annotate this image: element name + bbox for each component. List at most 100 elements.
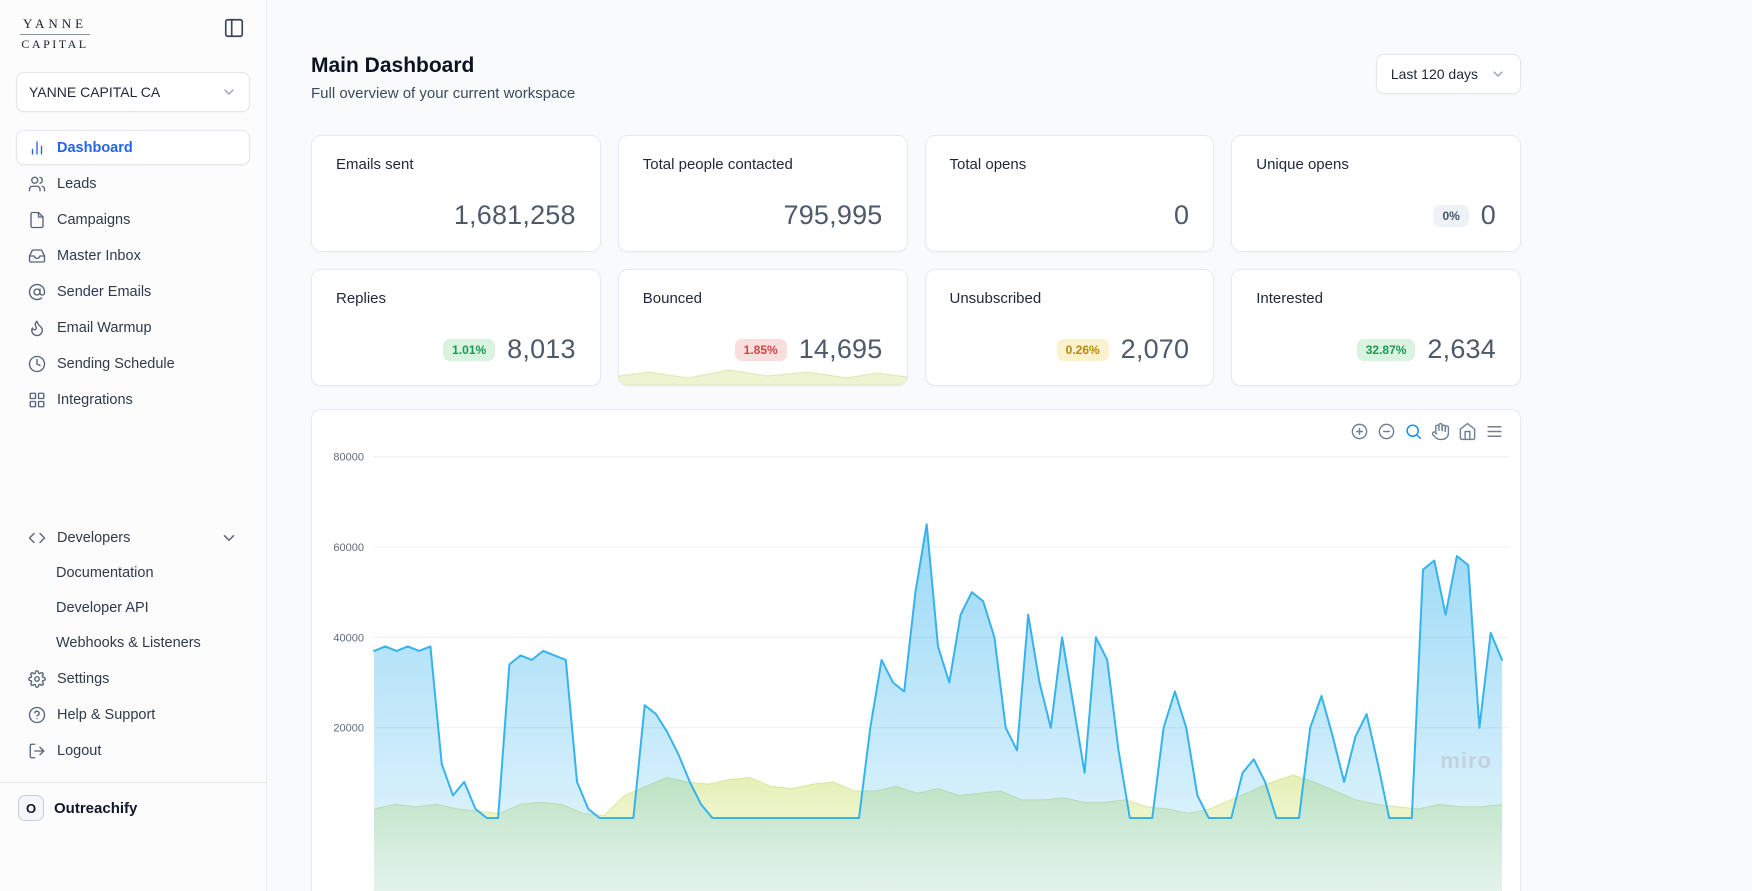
brand-line1: YANNE [20,16,91,35]
chevron-down-icon [1490,66,1506,82]
sidebar-subitem-documentation[interactable]: Documentation [56,565,154,581]
sidebar-item-label: Developers [57,529,131,546]
warmup-icon [28,319,46,337]
selection-zoom-icon [1406,424,1421,439]
sidebar-subitem-developer-api[interactable]: Developer API [56,600,149,616]
svg-text:20000: 20000 [333,723,364,735]
page-title: Main Dashboard [311,54,475,77]
stat-value: 0 [1174,200,1190,230]
stat-card-unique-opens: Unique opens 0% 0 [1231,135,1521,252]
date-range-selector[interactable]: Last 120 days [1375,54,1521,94]
sidebar-item-leads[interactable]: Leads [16,166,250,201]
integrations-icon [28,391,46,409]
sidebar-item-integrations[interactable]: Integrations [16,382,250,417]
menu-icon [1487,426,1502,437]
sidebar-item-sender-emails[interactable]: Sender Emails [16,274,250,309]
dashboard-chart[interactable]: 20000 40000 60000 80000 [324,429,1508,891]
sidebar-item-label: Email Warmup [57,319,152,336]
sidebar-collapse-button[interactable] [222,16,246,40]
stat-badge: 0.26% [1056,338,1109,361]
settings-icon [28,669,46,688]
stat-badge: 32.87% [1356,338,1416,361]
sidebar-item-campaigns[interactable]: Campaigns [16,202,250,237]
sidebar-item-label: Campaigns [57,211,131,228]
campaigns-icon [28,211,46,229]
chart-tool-selection-zoom-button[interactable] [1404,422,1423,441]
stat-card-emails-sent: Emails sent 1,681,258 [311,135,601,252]
watermark: miro [1440,748,1492,773]
dashboard-icon [28,139,46,157]
stat-label: Total people contacted [642,156,793,173]
page-subtitle: Full overview of your current workspace [311,85,576,102]
zoom-out-icon [1378,423,1395,440]
sidebar-spacer [16,417,250,502]
sidebar-item-developers[interactable]: Developers [16,520,250,555]
sidebar-item-label: Help & Support [57,706,156,723]
workspace-name: YANNE CAPITAL CA [29,84,161,100]
home-icon [1459,422,1476,441]
pan-icon [1431,422,1450,441]
sidebar-item-label: Leads [57,175,97,192]
workspace-selector[interactable]: YANNE CAPITAL CA [16,72,250,112]
sidebar-item-help-support[interactable]: Help & Support [16,697,250,732]
sidebar-item-settings[interactable]: Settings [16,661,250,696]
leads-icon [28,175,46,193]
sidebar-item-label: Settings [57,670,110,687]
stat-badge: 0% [1433,204,1469,227]
sidebar-item-label: Sender Emails [57,283,152,300]
stat-card-replies: Replies 1.01% 8,013 [311,269,601,386]
help-icon [28,706,46,724]
sidebar-item-dashboard[interactable]: Dashboard [16,130,250,165]
sidebar-item-label: Dashboard [57,139,133,156]
sidebar-item-master-inbox[interactable]: Master Inbox [16,238,250,273]
svg-text:80000: 80000 [333,452,364,464]
at-sign-icon [28,283,46,301]
chevron-down-icon [220,529,238,547]
account-row[interactable]: O Outreachify [0,782,266,891]
main-area: Main Dashboard Full overview of your cur… [267,0,1752,891]
main-content: Main Dashboard Full overview of your cur… [311,54,1521,891]
stat-label: Unsubscribed [949,290,1042,307]
stat-value: 0 [1480,200,1496,230]
sidebar-item-label: Integrations [57,391,133,408]
stat-card-interested: Interested 32.87% 2,634 [1231,269,1521,386]
chart-tool-home-button[interactable] [1458,422,1477,441]
panel-left-icon [224,18,244,38]
stat-label: Interested [1256,290,1323,307]
sidebar-item-sending-schedule[interactable]: Sending Schedule [16,346,250,381]
stat-card-total-people-contacted: Total people contacted 795,995 [617,135,908,252]
zoom-in-icon [1351,423,1368,440]
account-name: Outreachify [54,799,138,817]
svg-text:40000: 40000 [333,632,364,644]
chart-tool-zoom-in-button[interactable] [1350,422,1369,441]
stat-value: 1,681,258 [453,200,576,230]
chart-tool-pan-button[interactable] [1431,422,1450,441]
stat-card-total-opens: Total opens 0 [924,135,1215,252]
sidebar-subitem-webhooks-listeners[interactable]: Webhooks & Listeners [56,635,201,651]
stat-value: 2,070 [1120,334,1190,364]
page-header: Main Dashboard Full overview of your cur… [311,54,1521,102]
clock-icon [28,355,46,373]
svg-text:60000: 60000 [333,542,364,554]
avatar: O [18,795,44,821]
brand-row: YANNE CAPITAL [16,16,250,52]
sidebar-item-label: Sending Schedule [57,355,175,372]
sidebar: YANNE CAPITAL YANNE CAPITAL CA Dashboard… [0,0,267,891]
stat-card-unsubscribed: Unsubscribed 0.26% 2,070 [924,269,1215,386]
stat-value: 2,634 [1427,334,1496,364]
stat-label: Emails sent [336,156,414,173]
stat-value: 14,695 [798,334,883,364]
sidebar-item-label: Logout [57,742,102,759]
sidebar-item-email-warmup[interactable]: Email Warmup [16,310,250,345]
stat-sparkline [618,369,907,385]
logout-icon [28,742,46,760]
inbox-icon [28,247,46,265]
stats-grid: Emails sent 1,681,258 Total people conta… [311,135,1521,386]
chart-toolbar [1350,422,1504,441]
chart-tool-zoom-out-button[interactable] [1377,422,1396,441]
sidebar-item-logout[interactable]: Logout [16,733,250,768]
chart-tool-menu-button[interactable] [1485,422,1504,441]
stat-badge: 1.85% [734,338,787,361]
date-range-value: Last 120 days [1390,66,1478,82]
